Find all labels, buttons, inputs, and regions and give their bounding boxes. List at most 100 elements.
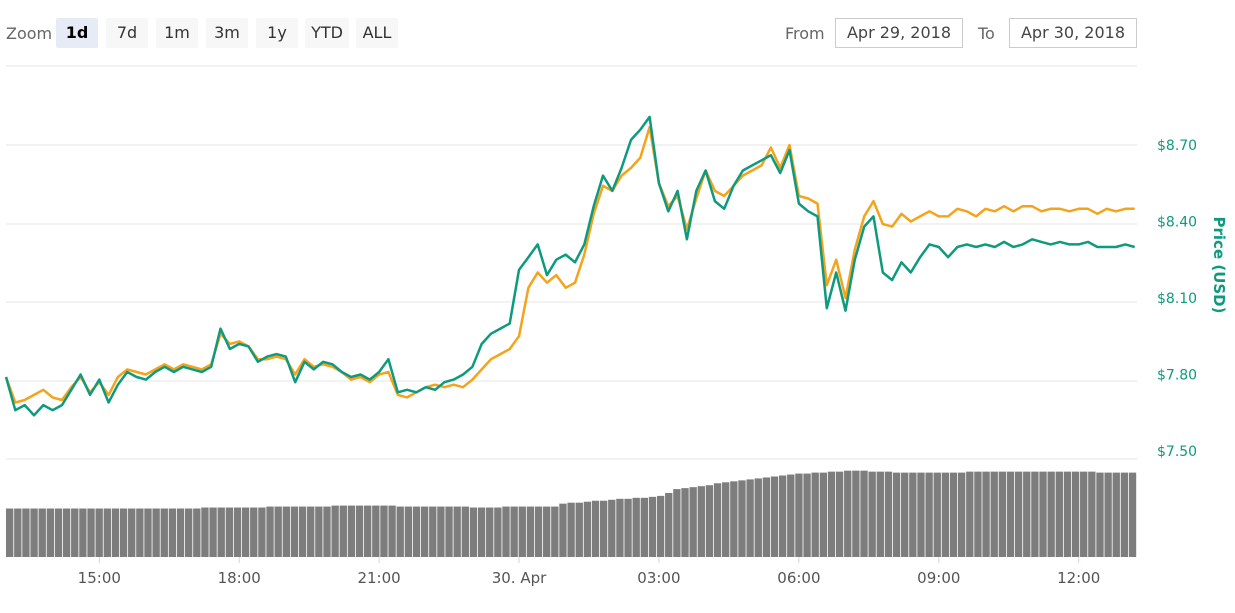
volume-bar [876,471,884,557]
volume-bar [811,472,819,557]
volume-bar [331,505,339,557]
volume-bar [323,506,331,557]
volume-bar [469,507,478,557]
volume-bar [152,508,160,557]
x-tick-label: 30. Apr [492,569,547,587]
volume-bar [233,507,242,557]
zoom-1m-button[interactable]: 1m [156,18,198,48]
volume-bar [185,508,193,557]
volume-bar [632,497,640,557]
volume-bar [656,495,665,557]
volume-bar [673,489,681,557]
y-tick-label: $8.40 [1157,215,1197,231]
volume-bar [22,508,30,557]
volume-bar [1128,472,1137,557]
volume-bar [827,471,836,557]
zoom-7d-button[interactable]: 7d [106,18,148,48]
volume-bar [1047,471,1055,557]
volume-bar [225,507,234,557]
zoom-all-button[interactable]: ALL [356,18,398,48]
volume-bar [282,506,290,557]
volume-bar [933,472,941,557]
volume-bar [136,508,144,557]
volume-bar [575,502,583,557]
series-line [4,115,1136,417]
volume-bar [591,500,600,557]
volume-bar [453,506,461,557]
volume-bar [347,505,356,557]
volume-bar [258,507,266,557]
volume-bar [567,502,575,557]
volume-bar [599,500,608,557]
volume-bar [852,470,860,557]
volume-bar [1039,471,1047,557]
zoom-3m-button[interactable]: 3m [206,18,248,48]
price-series [4,115,1136,417]
volume-bar [795,473,803,557]
volume-bar [526,506,535,557]
volume-bar [87,508,95,557]
y-axis-ticks: $7.50 $7.80 $8.10 $8.40 $8.70 [1157,138,1197,460]
x-tick-label: 06:00 [777,569,820,587]
x-tick-label: 12:00 [1057,569,1100,587]
volume-bar [1088,471,1096,557]
chart-toolbar: Zoom 1d 7d 1m 3m 1y YTD ALL From Apr 29,… [0,0,1235,60]
volume-bar [949,472,958,557]
volume-bar [754,478,762,557]
volume-bar [713,483,722,557]
volume-bar [1023,471,1031,557]
volume-bar [241,507,250,557]
volume-bar [380,505,388,557]
volume-bar [412,506,421,557]
y-tick-label: $8.10 [1157,291,1197,307]
x-tick-label: 18:00 [218,569,261,587]
volume-bar [624,498,632,557]
volume-bar [884,471,893,557]
volume-bar [71,508,79,557]
volume-bar [722,482,730,557]
from-label: From [785,24,825,43]
volume-bar [364,505,372,557]
y-tick-label: $8.70 [1157,138,1197,154]
volume-bar [770,476,779,557]
volume-bar [665,492,673,557]
volume-bar [46,508,55,557]
zoom-ytd-button[interactable]: YTD [305,18,349,48]
x-tick-label: 03:00 [637,569,680,587]
volume-bar [1063,471,1072,557]
volume-bar [982,471,990,557]
volume-bar [583,501,592,557]
volume-bar [103,508,111,557]
volume-bar [1071,471,1080,557]
volume-bar [616,498,624,557]
volume-bar [437,506,445,557]
volume-bar [477,507,486,557]
to-date-input[interactable]: Apr 30, 2018 [1009,18,1137,48]
zoom-1d-button[interactable]: 1d [56,18,98,48]
zoom-1y-button[interactable]: 1y [256,18,298,48]
x-tick-label: 15:00 [78,569,121,587]
volume-bar [209,507,217,557]
volume-bar [494,507,502,557]
volume-bar [461,506,469,557]
volume-bar [957,472,966,557]
from-date-input[interactable]: Apr 29, 2018 [835,18,963,48]
volume-bar [990,471,998,557]
volume-bar [648,496,657,557]
volume-bar [917,472,925,557]
volume-bar [608,499,616,557]
volume-bar [429,506,437,557]
volume-bar [1006,471,1015,557]
volume-bar [119,508,128,557]
volume-bar [543,506,551,557]
volume-bar [217,507,225,557]
volume-bar [388,505,396,557]
volume-bar [746,479,754,557]
volume-bar [640,497,648,557]
volume-bar [819,472,828,557]
volume-bar [193,508,201,557]
volume-bar [445,506,453,557]
series-line [4,125,1135,404]
volume-bar [974,471,982,557]
